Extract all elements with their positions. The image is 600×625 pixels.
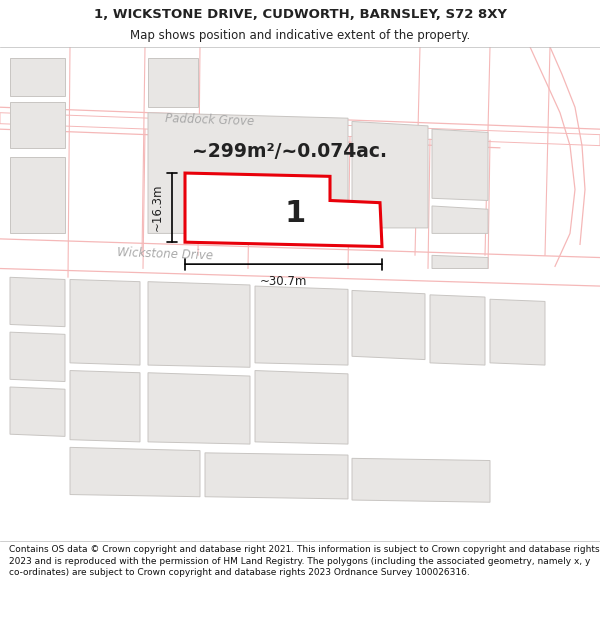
Polygon shape: [10, 102, 65, 148]
Text: 1, WICKSTONE DRIVE, CUDWORTH, BARNSLEY, S72 8XY: 1, WICKSTONE DRIVE, CUDWORTH, BARNSLEY, …: [94, 8, 506, 21]
Polygon shape: [148, 112, 348, 233]
Polygon shape: [255, 286, 348, 365]
Text: ~16.3m: ~16.3m: [151, 184, 164, 231]
Polygon shape: [430, 295, 485, 365]
Polygon shape: [70, 371, 140, 442]
Polygon shape: [490, 299, 545, 365]
Polygon shape: [205, 453, 348, 499]
Polygon shape: [432, 206, 488, 233]
Polygon shape: [10, 332, 65, 381]
Polygon shape: [185, 173, 382, 247]
Polygon shape: [352, 121, 428, 228]
Text: Contains OS data © Crown copyright and database right 2021. This information is : Contains OS data © Crown copyright and d…: [9, 545, 599, 578]
Polygon shape: [148, 282, 250, 368]
Polygon shape: [10, 387, 65, 436]
Polygon shape: [10, 58, 65, 96]
Polygon shape: [352, 291, 425, 359]
Polygon shape: [255, 371, 348, 444]
Text: ~30.7m: ~30.7m: [260, 275, 307, 288]
Text: Paddock Grove: Paddock Grove: [165, 112, 255, 129]
Polygon shape: [0, 112, 600, 146]
Polygon shape: [148, 372, 250, 444]
Text: 1: 1: [284, 199, 305, 228]
Text: ~299m²/~0.074ac.: ~299m²/~0.074ac.: [193, 142, 388, 161]
Polygon shape: [10, 157, 65, 233]
Text: Wickstone Drive: Wickstone Drive: [117, 246, 213, 262]
Polygon shape: [432, 129, 488, 201]
Text: Map shows position and indicative extent of the property.: Map shows position and indicative extent…: [130, 29, 470, 42]
Polygon shape: [70, 279, 140, 365]
Polygon shape: [352, 458, 490, 503]
Polygon shape: [432, 256, 488, 269]
Polygon shape: [148, 58, 198, 108]
Polygon shape: [10, 278, 65, 327]
Polygon shape: [70, 448, 200, 497]
